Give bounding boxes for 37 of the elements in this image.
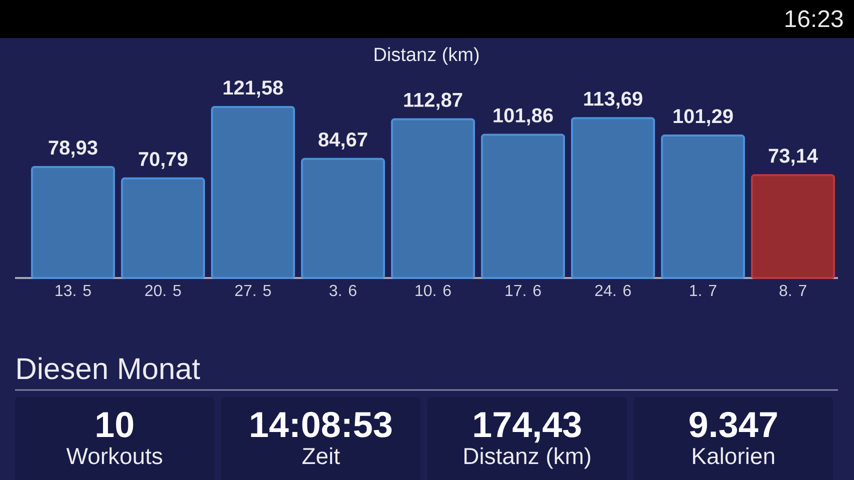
x-tick-label: 24. 6 (595, 284, 631, 296)
data-label: 101,86 (494, 108, 553, 126)
bar (571, 117, 655, 279)
data-label: 73,14 (768, 148, 818, 166)
bar (391, 118, 475, 279)
bar (31, 166, 115, 279)
x-tick-label: 13. 5 (56, 284, 91, 296)
x-tick-label: 3. 6 (330, 284, 356, 296)
x-tick-label: 10. 6 (416, 284, 451, 296)
data-label: 113,69 (584, 92, 642, 109)
text: 10 (96, 412, 134, 438)
data-label: 121,58 (224, 80, 283, 98)
text: 16:23 (786, 10, 843, 28)
x-tick-label: 17. 6 (506, 284, 541, 296)
bar (121, 177, 205, 279)
data-label: 78,93 (48, 140, 98, 158)
bar (211, 106, 295, 279)
text: Distanz (km) (464, 447, 590, 469)
x-tick-label: 8. 7 (780, 284, 806, 296)
bar (661, 134, 746, 279)
bar (481, 134, 565, 279)
data-label: 101,29 (674, 109, 733, 126)
x-tick-label: 27. 5 (235, 284, 271, 296)
text: Zeit (302, 447, 340, 464)
data-label: 70,79 (138, 152, 188, 170)
text: Workouts (66, 447, 162, 464)
text: 9.347 (690, 412, 777, 438)
chart-title: Distanz (km) (374, 47, 479, 65)
data-label: 112,87 (404, 92, 462, 110)
bar (301, 158, 385, 279)
text: 14:08:53 (251, 412, 392, 438)
text: Kalorien (693, 447, 774, 464)
text: Diesen Monat (18, 357, 200, 380)
x-tick-label: 1. 7 (690, 284, 716, 296)
text: 174,43 (474, 412, 581, 443)
x-tick-label: 20. 5 (145, 284, 181, 296)
data-label: 84,67 (318, 132, 368, 150)
